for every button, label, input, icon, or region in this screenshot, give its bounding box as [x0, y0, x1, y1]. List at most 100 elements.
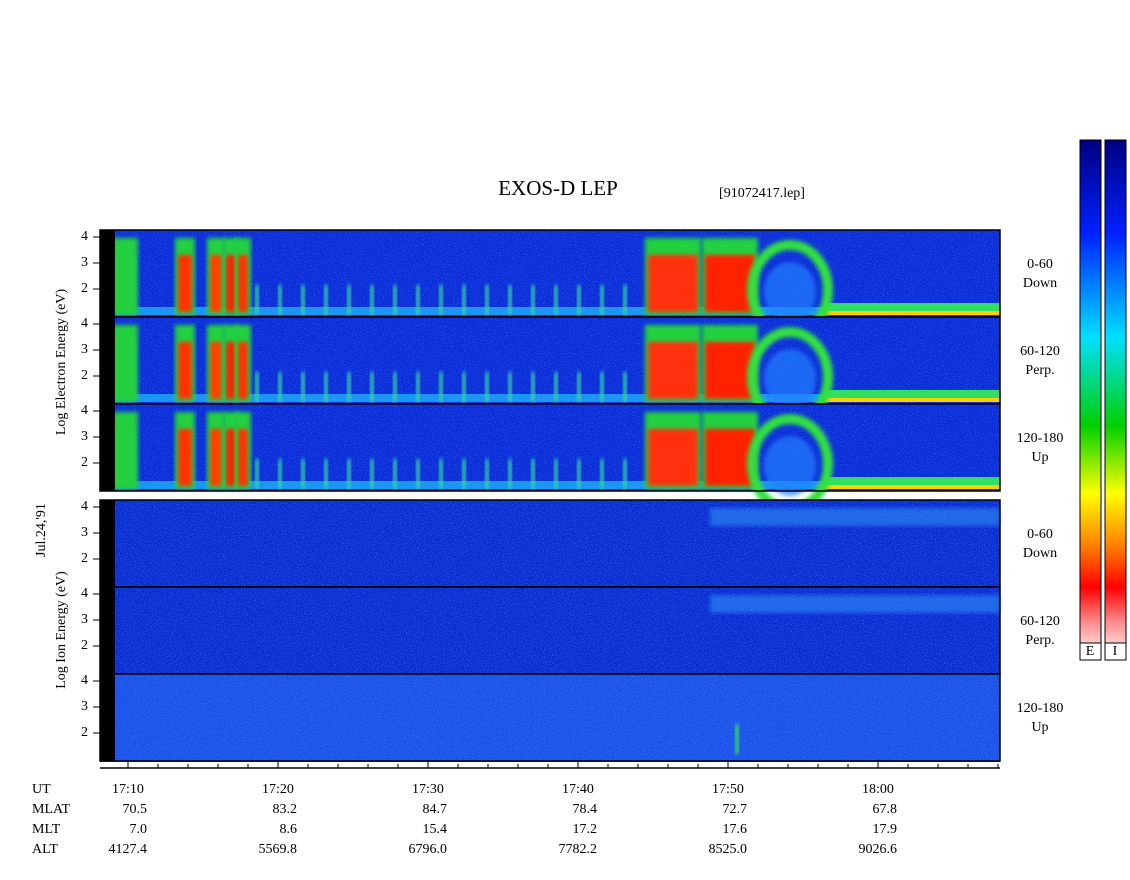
flux-spike	[623, 285, 627, 315]
flux-blob	[115, 255, 135, 312]
energy-tick-label: 3	[81, 699, 88, 714]
flux-spike	[416, 372, 420, 402]
orbit-value: 67.8	[873, 802, 898, 817]
orbit-value: 84.7	[423, 802, 448, 817]
panel-label: Perp.	[1025, 633, 1054, 648]
flux-spike	[439, 459, 443, 489]
flux-spike	[508, 372, 512, 402]
orbit-value: 17:40	[562, 782, 594, 797]
orbit-value: 8.6	[280, 822, 298, 837]
flux-blob	[210, 429, 222, 486]
energy-strip	[100, 230, 115, 317]
orbit-value: 7.0	[130, 822, 148, 837]
colorbar-label-box	[1079, 642, 1102, 661]
flux-spike	[324, 459, 328, 489]
low-energy-band	[825, 485, 1000, 489]
panel-frame	[99, 403, 1001, 492]
flux-dome	[764, 436, 816, 496]
flux-blob	[705, 342, 755, 399]
flux-blob	[178, 255, 192, 312]
flux-spike	[439, 285, 443, 315]
flux-spike	[485, 459, 489, 489]
orbit-value: 78.4	[573, 802, 598, 817]
energy-tick-label: 3	[81, 429, 88, 444]
flux-blob	[178, 429, 192, 486]
spectrogram	[100, 674, 1000, 762]
flux-blob	[226, 255, 236, 312]
flux-blob	[648, 255, 698, 312]
flux-spike	[554, 285, 558, 315]
flux-spike	[462, 285, 466, 315]
flux-spike	[531, 459, 535, 489]
flux-spike	[393, 372, 397, 402]
flux-spike	[278, 372, 282, 402]
orbit-row-label: UT	[32, 782, 51, 797]
energy-strip	[100, 587, 115, 674]
electron-axis-label: Log Electron Energy (eV)	[54, 289, 69, 436]
flux-spike	[301, 372, 305, 402]
energy-tick-label: 2	[81, 638, 88, 653]
flux-spike	[347, 372, 351, 402]
flux-spike	[301, 459, 305, 489]
flux-spike	[416, 285, 420, 315]
ion-axis-label: Log Ion Energy (eV)	[54, 571, 69, 689]
panel-label: Down	[1023, 546, 1057, 561]
orbit-value: 15.4	[423, 822, 448, 837]
flux-spike	[393, 285, 397, 315]
orbit-value: 17.6	[723, 822, 748, 837]
flux-dome	[764, 262, 816, 322]
panel-label: 120-180	[1017, 701, 1064, 716]
ion-band	[710, 508, 1000, 526]
orbit-value: 8525.0	[709, 842, 748, 857]
energy-tick-label: 4	[81, 403, 88, 418]
spectrogram	[100, 317, 1000, 427]
ion-spike	[735, 724, 739, 754]
orbit-value: 70.5	[123, 802, 148, 817]
low-energy-band	[825, 477, 1000, 487]
flux-spike	[485, 372, 489, 402]
orbit-value: 17.9	[873, 822, 898, 837]
panel-label: Up	[1031, 720, 1048, 735]
flux-spike	[324, 372, 328, 402]
spectrogram	[100, 404, 1000, 514]
flux-spike	[508, 285, 512, 315]
flux-spike	[600, 285, 604, 315]
flux-blob	[178, 342, 192, 399]
energy-tick-label: 2	[81, 455, 88, 470]
flux-spike	[577, 372, 581, 402]
flux-spike	[462, 459, 466, 489]
low-energy-band	[115, 481, 825, 489]
flux-spike	[623, 459, 627, 489]
flux-spike	[508, 459, 512, 489]
orbit-value: 17:10	[112, 782, 144, 797]
flux-spike	[577, 285, 581, 315]
panel-label: Perp.	[1025, 363, 1054, 378]
colorbar-label-box	[1104, 642, 1127, 661]
low-energy-band	[825, 303, 1000, 313]
low-energy-band	[825, 398, 1000, 402]
energy-tick-label: 3	[81, 525, 88, 540]
low-energy-band	[115, 394, 825, 402]
flux-spike	[462, 372, 466, 402]
orbit-row-label: MLAT	[32, 802, 71, 817]
flux-spike	[255, 372, 259, 402]
energy-strip	[100, 674, 115, 761]
flux-blob	[226, 429, 236, 486]
flux-spike	[278, 459, 282, 489]
flux-spike	[416, 459, 420, 489]
panel-label: Down	[1023, 276, 1057, 291]
flux-blob	[226, 342, 236, 399]
flux-spike	[370, 459, 374, 489]
flux-blob	[705, 255, 755, 312]
ion-band	[710, 595, 1000, 613]
orbit-value: 83.2	[273, 802, 298, 817]
file-name: [91072417.lep]	[719, 186, 805, 201]
flux-blob	[705, 429, 755, 486]
flux-spike	[370, 372, 374, 402]
orbit-value: 17:50	[712, 782, 744, 797]
energy-tick-label: 4	[81, 673, 88, 688]
flux-blob	[238, 255, 248, 312]
orbit-value: 5569.8	[259, 842, 298, 857]
orbit-row-label: MLT	[32, 822, 61, 837]
